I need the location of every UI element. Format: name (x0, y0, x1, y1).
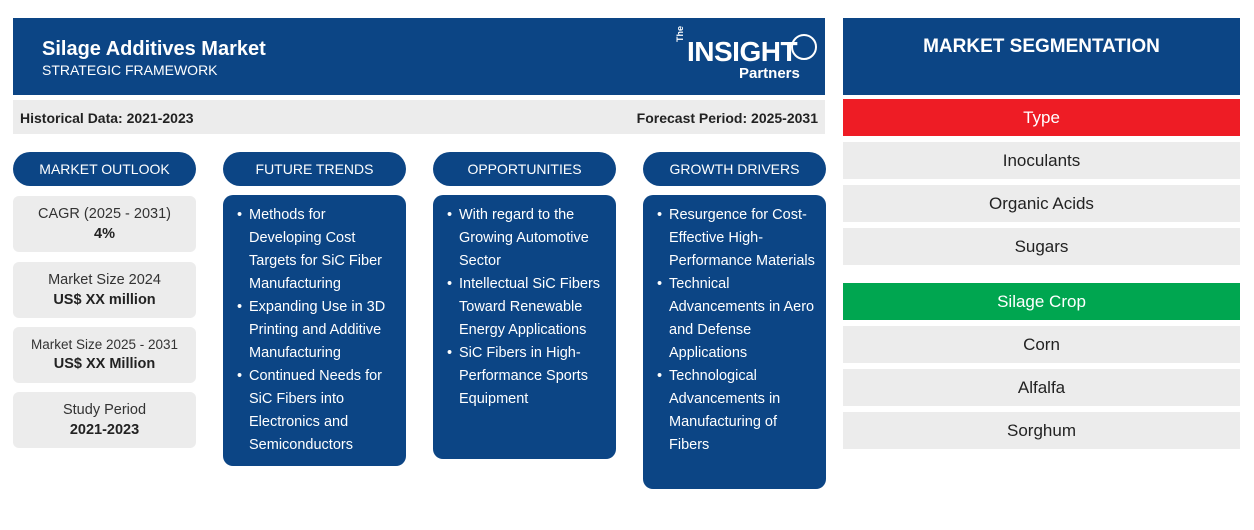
outlook-value: US$ XX million (53, 292, 156, 308)
opportunity-item: With regard to the Growing Automotive Se… (447, 204, 608, 273)
trend-item: Expanding Use in 3D Printing and Additiv… (237, 296, 398, 365)
outlook-value: 4% (94, 226, 115, 242)
driver-item: Technical Advancements in Aero and Defen… (657, 273, 818, 365)
segment-silage-crop-header: Silage Crop (843, 283, 1240, 320)
outlook-label: Market Size 2025 - 2031 (30, 337, 179, 352)
segment-type-header: Type (843, 99, 1240, 136)
growth-drivers-panel: Resurgence for Cost-Effective High-Perfo… (643, 195, 826, 489)
opportunity-item: SiC Fibers in High-Performance Sports Eq… (447, 342, 608, 411)
outlook-label: CAGR (2025 - 2031) (38, 206, 171, 222)
outlook-value: US$ XX Million (53, 356, 156, 372)
market-segmentation-header: MARKET SEGMENTATION (843, 18, 1240, 95)
page-title: Silage Additives Market (42, 38, 266, 60)
logo-partners: Partners (739, 65, 800, 82)
outlook-value: 2021-2023 (69, 422, 140, 438)
logo-the: The (675, 25, 685, 42)
segment-item: Corn (843, 326, 1240, 363)
market-outlook-header: MARKET OUTLOOK (13, 152, 196, 186)
forecast-period: Forecast Period: 2025-2031 (636, 110, 818, 126)
future-trends-header: FUTURE TRENDS (223, 152, 406, 186)
outlook-cagr: CAGR (2025 - 2031) 4% (13, 196, 196, 252)
driver-item: Resurgence for Cost-Effective High-Perfo… (657, 204, 818, 273)
outlook-market-size-2024: Market Size 2024 US$ XX million (13, 262, 196, 318)
insight-partners-logo: The INSIGHT Partners (665, 26, 817, 84)
growth-drivers-header: GROWTH DRIVERS (643, 152, 826, 186)
historical-data: Historical Data: 2021-2023 (20, 110, 194, 126)
future-trends-panel: Methods for Developing Cost Targets for … (223, 195, 406, 466)
driver-item: Technological Advancements in Manufactur… (657, 365, 818, 457)
logo-ring-icon (791, 34, 817, 60)
segment-item: Sorghum (843, 412, 1240, 449)
segment-item: Inoculants (843, 142, 1240, 179)
trend-item: Continued Needs for SiC Fibers into Elec… (237, 365, 398, 457)
segment-item: Organic Acids (843, 185, 1240, 222)
outlook-label: Market Size 2024 (48, 272, 161, 288)
outlook-label: Study Period (62, 402, 147, 418)
periods-bar: Historical Data: 2021-2023 Forecast Peri… (13, 100, 825, 134)
trend-item: Methods for Developing Cost Targets for … (237, 204, 398, 296)
opportunities-header: OPPORTUNITIES (433, 152, 616, 186)
page-subtitle: STRATEGIC FRAMEWORK (42, 62, 218, 78)
opportunities-panel: With regard to the Growing Automotive Se… (433, 195, 616, 459)
logo-insight: INSIGHT (687, 36, 798, 67)
outlook-study-period: Study Period 2021-2023 (13, 392, 196, 448)
outlook-market-size-forecast: Market Size 2025 - 2031 US$ XX Million (13, 327, 196, 383)
header-banner: Silage Additives Market STRATEGIC FRAMEW… (13, 18, 825, 95)
segment-item: Sugars (843, 228, 1240, 265)
opportunity-item: Intellectual SiC Fibers Toward Renewable… (447, 273, 608, 342)
segment-item: Alfalfa (843, 369, 1240, 406)
